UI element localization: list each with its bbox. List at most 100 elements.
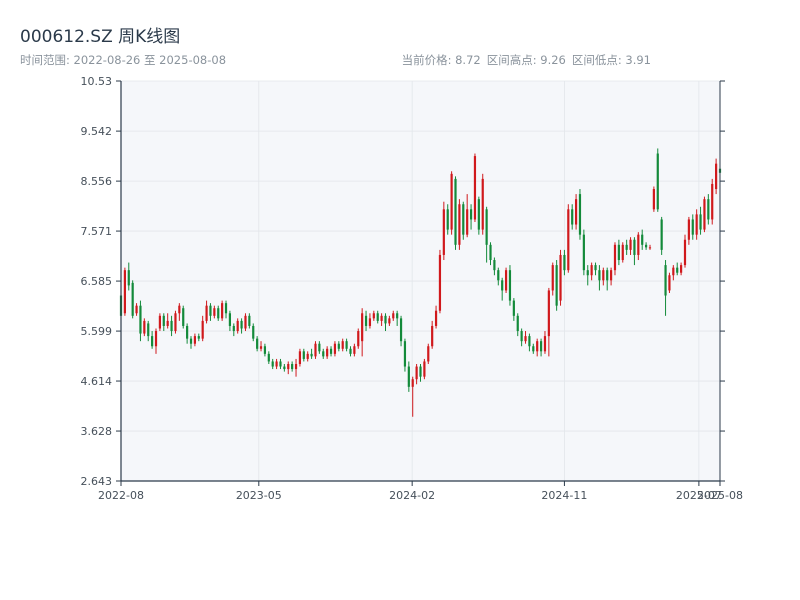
candle	[240, 318, 243, 334]
candle-body	[384, 315, 387, 324]
candle	[244, 313, 247, 332]
candles	[119, 148, 722, 417]
candle	[423, 358, 426, 380]
candle-body	[221, 303, 224, 319]
candle	[469, 204, 473, 230]
candle-body	[621, 244, 624, 261]
candle	[236, 318, 239, 334]
candle-body	[609, 270, 613, 281]
candle-body	[489, 244, 492, 261]
candle-body	[407, 366, 410, 387]
candle-body	[275, 361, 278, 367]
candle	[174, 310, 177, 334]
candle-body	[695, 214, 698, 235]
candle	[547, 287, 550, 357]
candle	[664, 260, 667, 316]
candle-body	[337, 343, 340, 349]
candle-body	[668, 275, 671, 291]
candle	[291, 361, 294, 372]
candle-body	[637, 234, 640, 255]
candle-body	[633, 239, 636, 255]
candle	[590, 262, 593, 281]
y-tick-label: 2.643	[81, 475, 113, 488]
candle	[139, 300, 142, 342]
candle	[438, 249, 442, 314]
candle-body	[186, 325, 189, 339]
candle-body	[427, 346, 430, 362]
current-price-text: 当前价格: 8.72	[401, 53, 481, 67]
candle	[489, 242, 492, 266]
candle-body	[477, 199, 480, 230]
candle	[178, 303, 181, 321]
candle-body	[602, 270, 605, 281]
candle-body	[660, 219, 663, 250]
candle	[516, 313, 519, 337]
candle	[263, 343, 267, 357]
candle	[162, 313, 165, 332]
candle-body	[189, 338, 193, 344]
candle	[224, 300, 228, 319]
candle-body	[213, 308, 216, 316]
candle-body	[333, 343, 337, 354]
candle-body	[298, 351, 302, 364]
candle-body	[532, 346, 535, 352]
candle-body	[419, 366, 422, 377]
candle	[637, 232, 640, 261]
candle-body	[224, 303, 228, 314]
candle	[302, 348, 305, 362]
candle-body	[680, 265, 683, 273]
candle-body	[166, 320, 169, 326]
candle-body	[357, 331, 360, 347]
price-stats: 当前价格: 8.72 区间高点: 9.26 区间低点: 3.91	[396, 52, 651, 68]
y-tick-label: 6.585	[81, 275, 113, 288]
candle-body	[154, 331, 158, 347]
candle	[248, 313, 251, 329]
candle-body	[434, 310, 438, 326]
candle-body	[652, 189, 655, 210]
candle	[699, 206, 702, 235]
candle-body	[641, 234, 644, 245]
candle-body	[302, 351, 305, 359]
candle	[586, 265, 589, 286]
candle-body	[329, 348, 333, 354]
candle	[376, 310, 379, 324]
candle	[127, 262, 130, 291]
candle-body	[528, 336, 531, 347]
candle	[512, 298, 515, 321]
candle	[345, 338, 348, 352]
candle-body	[508, 270, 512, 301]
candle-body	[481, 178, 484, 230]
candle-body	[143, 320, 146, 334]
candle	[676, 262, 679, 276]
candle	[504, 267, 508, 293]
range-high-text: 区间高点: 9.26	[486, 53, 566, 67]
candle-body	[578, 194, 582, 235]
candle-body	[625, 244, 628, 250]
candle	[434, 305, 438, 329]
candle-body	[707, 199, 710, 220]
candle-body	[466, 209, 469, 235]
candle-body	[291, 363, 294, 370]
candle-body	[493, 260, 496, 271]
candle-body	[672, 267, 675, 276]
y-tick-label: 10.53	[81, 75, 113, 88]
candle	[477, 196, 480, 235]
candle	[279, 358, 282, 370]
candle	[213, 305, 216, 319]
candle-body	[162, 315, 165, 326]
candle	[625, 239, 628, 255]
candle-body	[353, 346, 356, 354]
candle-body	[501, 280, 504, 291]
x-tick-label: 2025-07	[676, 489, 722, 502]
candle	[431, 320, 434, 349]
candle	[644, 242, 648, 250]
candle-body	[388, 318, 391, 324]
candle-body	[267, 353, 270, 362]
candle-body	[504, 270, 508, 291]
range-low-text: 区间低点: 3.91	[571, 53, 651, 67]
candle-body	[322, 351, 325, 357]
candle-body	[263, 346, 267, 354]
candle	[252, 323, 255, 342]
candle	[294, 358, 298, 377]
candle-body	[711, 183, 714, 220]
